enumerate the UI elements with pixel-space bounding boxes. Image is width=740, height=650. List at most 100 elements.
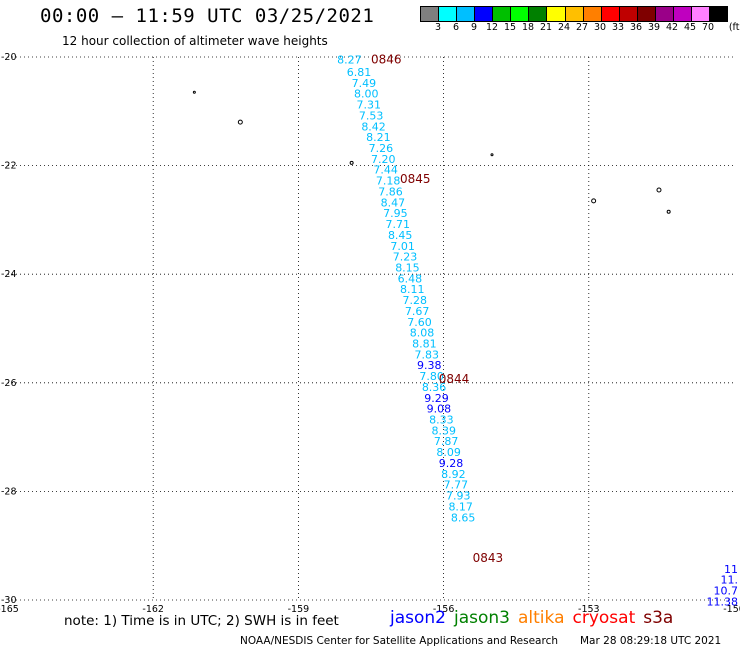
legend-swatch: [691, 7, 710, 21]
island: [237, 119, 243, 125]
satellite-name: altika: [518, 608, 565, 628]
legend-label: 24: [557, 22, 571, 33]
wave-height-label: 7.01: [390, 240, 415, 253]
wave-height-label: 9.28: [439, 457, 464, 470]
wave-height-label: 11: [724, 563, 738, 576]
time-label: 0844: [439, 372, 470, 386]
wave-height-label: 11.38: [707, 595, 739, 608]
wave-height-label: 8.27: [337, 54, 362, 67]
legend-label: (ft): [728, 22, 740, 33]
island: [349, 160, 354, 165]
legend-swatch: [439, 7, 458, 21]
wave-height-label: 8.08: [410, 327, 435, 340]
legend-label: 39: [647, 22, 661, 33]
legend-label: 15: [503, 22, 517, 33]
legend-label: 33: [611, 22, 625, 33]
y-tick-label: -20: [1, 52, 17, 63]
legend-label: 30: [593, 22, 607, 33]
legend-label: 42: [665, 22, 679, 33]
wave-height-label: 8.17: [448, 500, 473, 513]
y-tick-label: -26: [1, 378, 17, 389]
wave-height-label: 8.33: [429, 414, 454, 427]
y-tick-label: -22: [1, 161, 17, 172]
legend-label: 12: [485, 22, 499, 33]
legend-swatch: [547, 7, 566, 21]
legend-swatch: [673, 7, 692, 21]
wave-height-label: 8.15: [395, 261, 420, 274]
x-tick-label: -156: [433, 604, 455, 615]
wave-height-label: 9.29: [424, 392, 449, 405]
wave-height-label: 6.48: [398, 272, 423, 285]
legend-swatch: [475, 7, 494, 21]
wave-height-label: 7.77: [444, 479, 469, 492]
legend-swatch: [529, 7, 548, 21]
wave-height-label: 8.92: [441, 468, 466, 481]
wave-height-label: 6.81: [347, 66, 372, 79]
satellite-name: jason2: [390, 608, 446, 628]
satellite-name: s3a: [643, 608, 674, 628]
legend-swatch: [511, 7, 530, 21]
legend-swatch: [655, 7, 674, 21]
time-label: 0846: [371, 53, 402, 67]
wave-height-label: 7.23: [393, 251, 418, 264]
legend-swatch: [583, 7, 602, 21]
x-tick-label: -162: [142, 604, 164, 615]
island: [490, 153, 494, 157]
legend-label: 6: [452, 22, 460, 33]
wave-height-label: 8.65: [451, 511, 476, 524]
wave-height-label: 7.18: [376, 175, 401, 188]
x-tick-label: -165: [0, 604, 19, 615]
legend-swatch: [619, 7, 638, 21]
legend-swatch: [710, 7, 728, 21]
wave-height-label: 7.71: [386, 218, 411, 231]
wave-height-label: 7.67: [405, 305, 430, 318]
wave-height-label: 7.86: [378, 185, 403, 198]
wave-height-label: 7.20: [371, 153, 396, 166]
wave-height-label: 7.44: [373, 164, 398, 177]
wave-height-label: 9.38: [417, 359, 442, 372]
legend-label: 21: [539, 22, 553, 33]
y-tick-label: -28: [1, 486, 17, 497]
wave-height-label: 7.31: [356, 99, 381, 112]
satellite-name: cryosat: [572, 608, 636, 628]
legend-swatch: [637, 7, 656, 21]
wave-height-label: 8.09: [436, 446, 461, 459]
wave-height-label: 7.93: [446, 490, 471, 503]
legend-label: 18: [521, 22, 535, 33]
y-tick-label: -30: [1, 595, 17, 606]
legend-label: 3: [434, 22, 442, 33]
legend-swatch: [493, 7, 512, 21]
credit-text: NOAA/NESDIS Center for Satellite Applica…: [240, 635, 558, 647]
wave-height-label: 8.39: [432, 424, 457, 437]
island: [591, 198, 597, 204]
wave-height-label: 7.83: [415, 348, 440, 361]
legend-swatch: [565, 7, 584, 21]
x-tick-label: -150: [723, 604, 740, 615]
island: [666, 209, 671, 214]
legend-label: 27: [575, 22, 589, 33]
timestamp-text: Mar 28 08:29:18 UTC 2021: [580, 635, 722, 647]
note-text: note: 1) Time is in UTC; 2) SWH is in fe…: [64, 613, 339, 629]
page-title: 00:00 – 11:59 UTC 03/25/2021: [40, 5, 375, 27]
wave-height-label: 8.36: [422, 381, 447, 394]
time-label: 0843: [473, 551, 504, 565]
wave-height-label: 8.42: [361, 120, 386, 133]
page-subtitle: 12 hour collection of altimeter wave hei…: [62, 34, 328, 48]
legend-swatch: [601, 7, 620, 21]
color-scale-legend: [420, 6, 728, 22]
wave-height-label: 8.11: [400, 283, 425, 296]
legend-label: 70: [701, 22, 715, 33]
wave-height-label: 8.00: [354, 88, 379, 101]
wave-height-label: 9.08: [427, 403, 452, 416]
wave-height-label: 8.47: [381, 196, 406, 209]
wave-height-label: 8.81: [412, 338, 437, 351]
legend-swatch: [457, 7, 476, 21]
legend-label: 36: [629, 22, 643, 33]
legend-swatch: [421, 7, 440, 21]
wave-height-label: 7.60: [407, 316, 432, 329]
island: [656, 187, 662, 193]
wave-height-label: 8.45: [388, 229, 413, 242]
wave-height-label: 7.49: [352, 77, 377, 90]
